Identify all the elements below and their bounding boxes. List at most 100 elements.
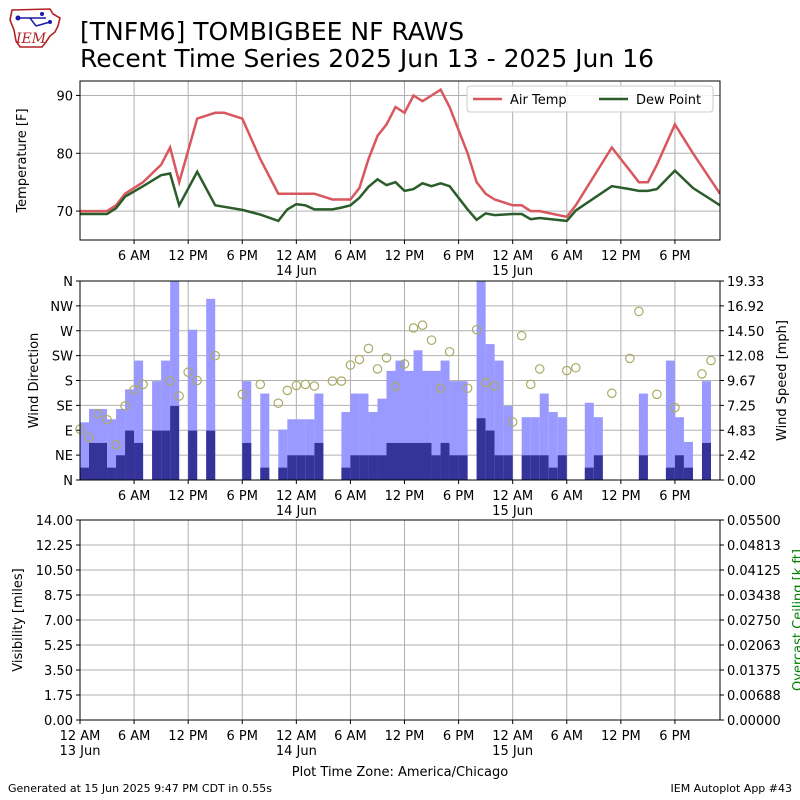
wind-speed-bar [530, 455, 540, 480]
ceiling-tick-label: 0.00000 [727, 714, 781, 729]
ceiling-tick-label: 0.00688 [727, 689, 781, 704]
wind-direction-point [390, 381, 401, 392]
direction-tick-label: N [63, 474, 73, 489]
gust-bar [107, 419, 117, 480]
wind-direction-point [697, 369, 707, 379]
gust-bar [593, 417, 603, 480]
chart-title-line1: [TNFM6] TOMBIGBEE NF RAWS [80, 17, 465, 46]
wind-direction-point [210, 350, 221, 361]
gust-bar [539, 393, 549, 480]
wind-speed-bar [422, 442, 432, 480]
wind-direction-point [237, 389, 248, 400]
x-tick-sublabel: 15 Jun [492, 264, 533, 279]
gust-bar [701, 381, 711, 480]
gust-bar [683, 441, 693, 480]
wind-speed-bar [287, 455, 297, 480]
dew-point-line [80, 168, 720, 223]
wind-direction-point [625, 353, 635, 364]
wind-speed-bar [431, 455, 441, 480]
ceiling-tick-label: 0.02063 [727, 639, 781, 654]
gust-bar [395, 360, 405, 480]
gust-bar [242, 381, 252, 480]
gust-bar [458, 381, 468, 480]
wind-speed-bar [80, 467, 90, 480]
wind-speed-bar [296, 455, 306, 480]
wind-direction-point [363, 343, 374, 354]
wind-speed-bar [152, 430, 162, 480]
wind-direction-point [634, 306, 644, 317]
wind-speed-bar [134, 442, 144, 480]
wind-direction-point [399, 359, 410, 369]
x-tick-label: 6 AM [334, 729, 367, 744]
wind-direction-point [435, 383, 446, 394]
x-tick-label: 12 AM [276, 729, 317, 744]
wind-direction-point [408, 323, 419, 333]
y-axis-label: Visibility [miles] [11, 568, 26, 671]
y-tick-label: 90 [56, 89, 73, 104]
wind-speed-bar [521, 455, 531, 480]
wind-direction-point [111, 439, 121, 450]
gust-bar [449, 381, 459, 480]
gust-bar [557, 417, 567, 480]
gust-bar [404, 370, 414, 480]
visibility-tick-label: 0.00 [44, 714, 73, 729]
gust-bar [503, 405, 513, 480]
wind-direction-point [291, 380, 302, 391]
wind-speed-bar [305, 455, 315, 480]
gust-bar [206, 298, 216, 480]
wind-speed-bar [359, 455, 369, 480]
wind-direction-point [534, 364, 545, 374]
x-tick-label: 12 AM [492, 489, 533, 504]
wind-direction-point [444, 346, 455, 357]
gust-bar [260, 393, 270, 480]
x-tick-label: 6 AM [334, 249, 367, 264]
x-tick-sublabel: 14 Jun [276, 744, 317, 759]
legend-box [466, 85, 714, 113]
wind-direction-point [507, 417, 518, 427]
x-tick-label: 6 PM [443, 489, 474, 504]
gust-bar [341, 412, 351, 480]
wind-speed-bar [593, 455, 603, 480]
x-tick-label: 6 PM [227, 249, 258, 264]
legend-label: Air Temp [510, 93, 567, 108]
wind-direction-point [174, 391, 184, 401]
y-axis-label: Wind Direction [27, 333, 42, 429]
wind-speed-bar [557, 455, 567, 480]
wind-speed-bar [278, 467, 288, 480]
gust-bar [386, 370, 396, 480]
gust-bar [188, 329, 198, 480]
x-tick-label: 6 PM [227, 489, 258, 504]
y2-axis-label: Wind Speed [mph] [775, 320, 790, 441]
wind-speed-bar [404, 442, 414, 480]
x-tick-label: 12 PM [385, 489, 425, 504]
ceiling-tick-label: 0.03438 [727, 589, 781, 604]
logo-text: IEM [15, 31, 47, 47]
x-tick-label: 6 PM [443, 729, 474, 744]
gust-bar [494, 360, 504, 480]
x-tick-label: 6 AM [551, 489, 584, 504]
speed-tick-label: 16.92 [727, 300, 764, 315]
wind-direction-point [426, 335, 437, 345]
wind-speed-bar [485, 430, 495, 480]
x-tick-label: 12 PM [385, 249, 425, 264]
wind-direction-point [282, 385, 293, 396]
gust-bar [287, 419, 297, 480]
speed-tick-label: 4.83 [727, 424, 756, 439]
plot-frame [79, 80, 721, 241]
x-tick-label: 12 PM [385, 729, 425, 744]
wind-speed-bar [683, 467, 693, 480]
x-tick-label: 12 PM [601, 489, 641, 504]
wind-speed-bar [503, 455, 513, 480]
gust-bar [440, 360, 450, 480]
wind-direction-point [120, 401, 130, 411]
y2-axis-label: Overcast Ceiling [k ft] [791, 549, 800, 691]
visibility-tick-label: 7.00 [44, 614, 73, 629]
x-tick-label: 6 AM [118, 729, 151, 744]
wind-direction-point [327, 376, 338, 386]
wind-speed-bar [494, 455, 504, 480]
gust-bar [368, 412, 378, 480]
gust-bar [485, 344, 495, 480]
wind-direction-point [607, 388, 617, 399]
gust-bar [548, 412, 558, 480]
direction-tick-label: NW [50, 300, 73, 315]
